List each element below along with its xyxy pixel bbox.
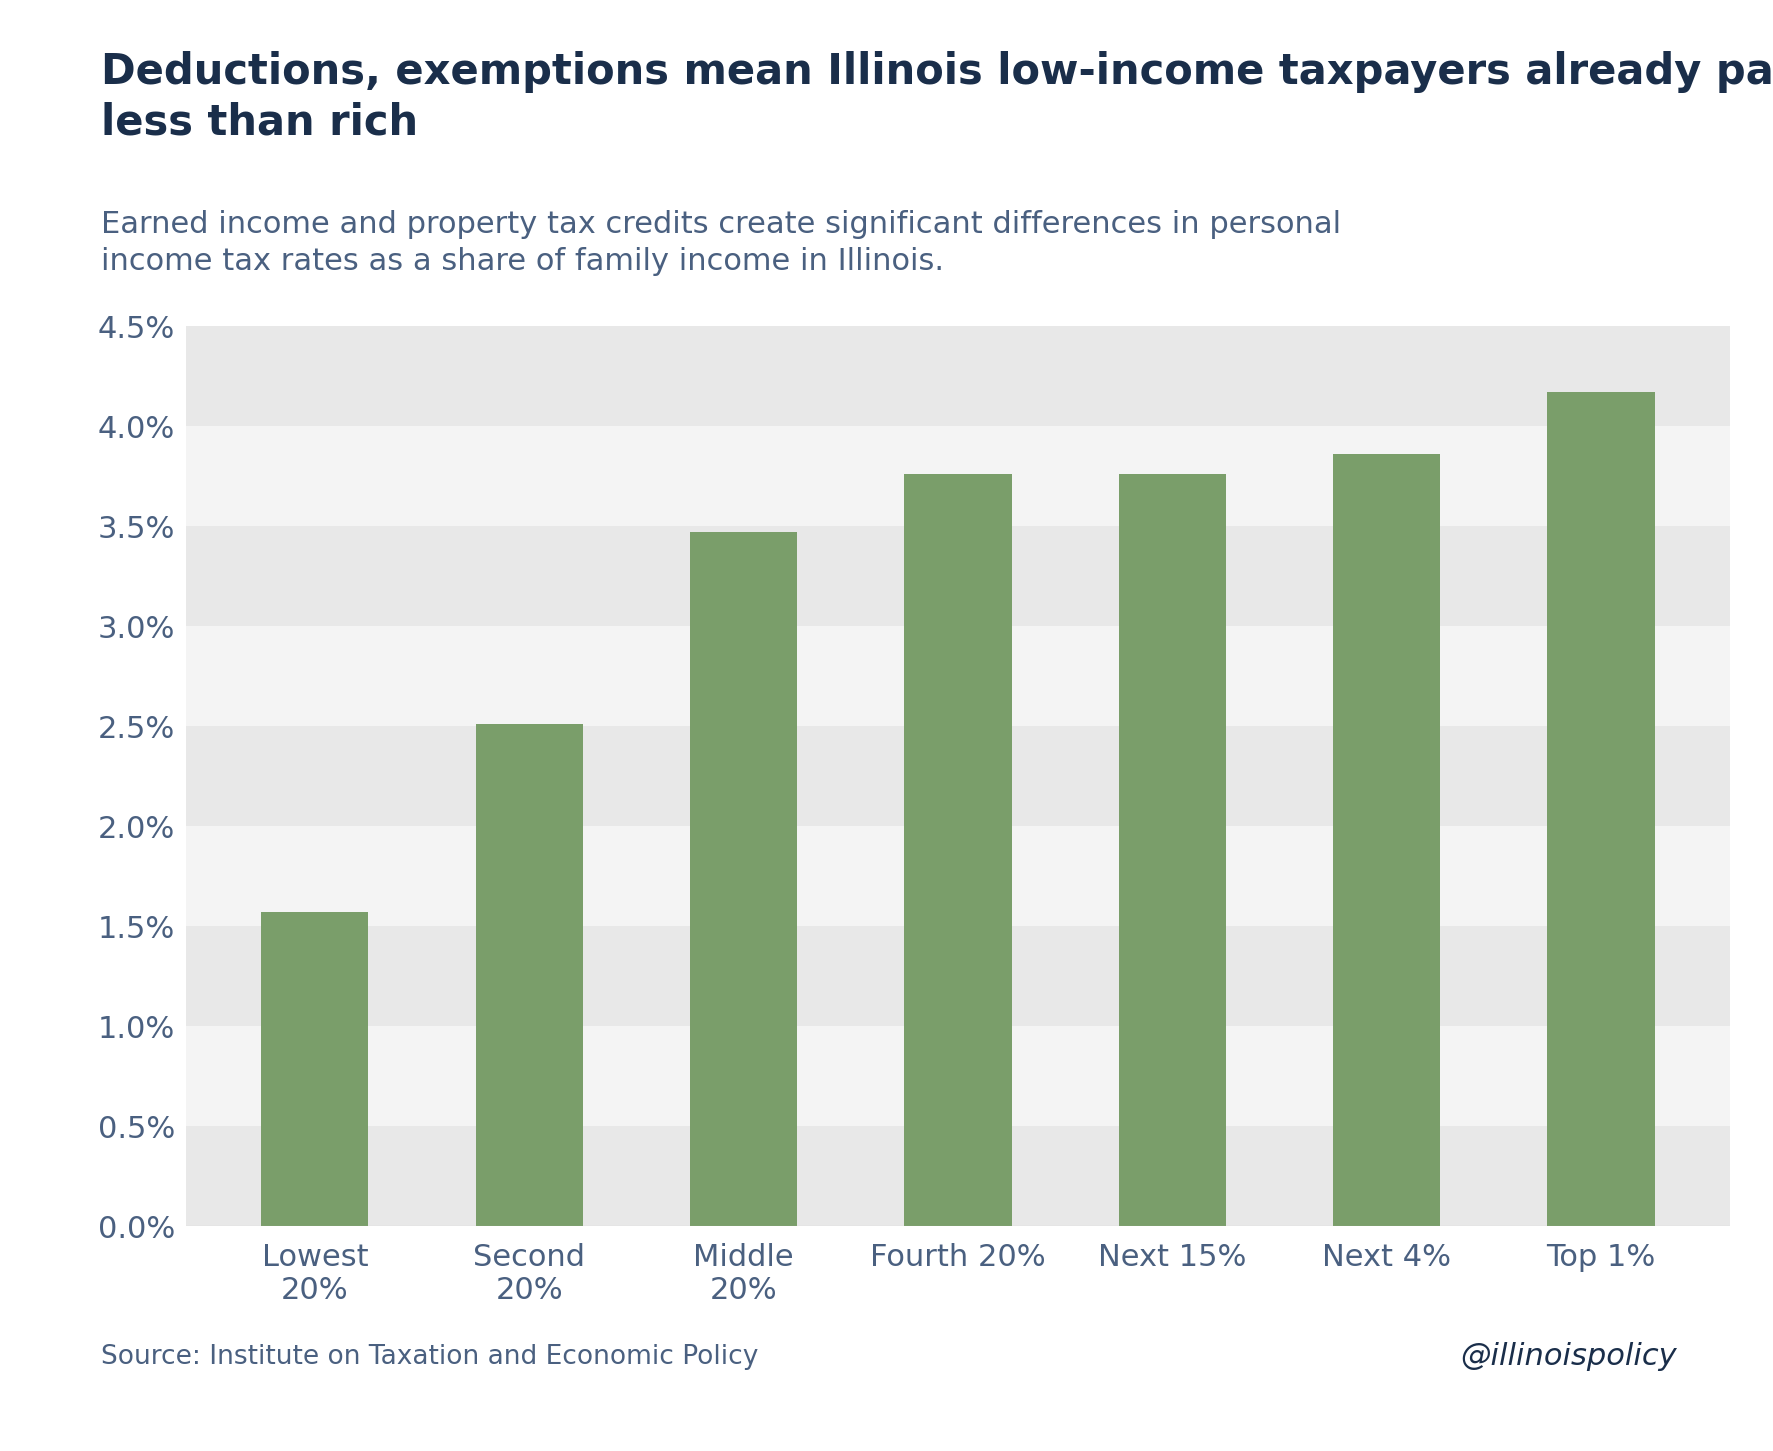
- Bar: [186, 326, 1729, 427]
- Bar: [1332, 454, 1440, 1226]
- Bar: [475, 724, 583, 1226]
- Bar: [186, 627, 1729, 727]
- Bar: [690, 533, 796, 1226]
- Bar: [186, 1026, 1729, 1126]
- Bar: [904, 474, 1011, 1226]
- Bar: [186, 727, 1729, 826]
- Bar: [186, 527, 1729, 627]
- Text: @illinoispolicy: @illinoispolicy: [1459, 1342, 1675, 1371]
- Text: Deductions, exemptions mean Illinois low-income taxpayers already pay much
less : Deductions, exemptions mean Illinois low…: [101, 51, 1773, 144]
- Bar: [261, 913, 369, 1226]
- Bar: [186, 1126, 1729, 1226]
- Bar: [1546, 392, 1654, 1226]
- Text: Source: Institute on Taxation and Economic Policy: Source: Institute on Taxation and Econom…: [101, 1344, 759, 1370]
- Bar: [1119, 474, 1225, 1226]
- Bar: [186, 826, 1729, 926]
- Bar: [186, 427, 1729, 527]
- Bar: [186, 926, 1729, 1026]
- Text: Earned income and property tax credits create significant differences in persona: Earned income and property tax credits c…: [101, 210, 1340, 277]
